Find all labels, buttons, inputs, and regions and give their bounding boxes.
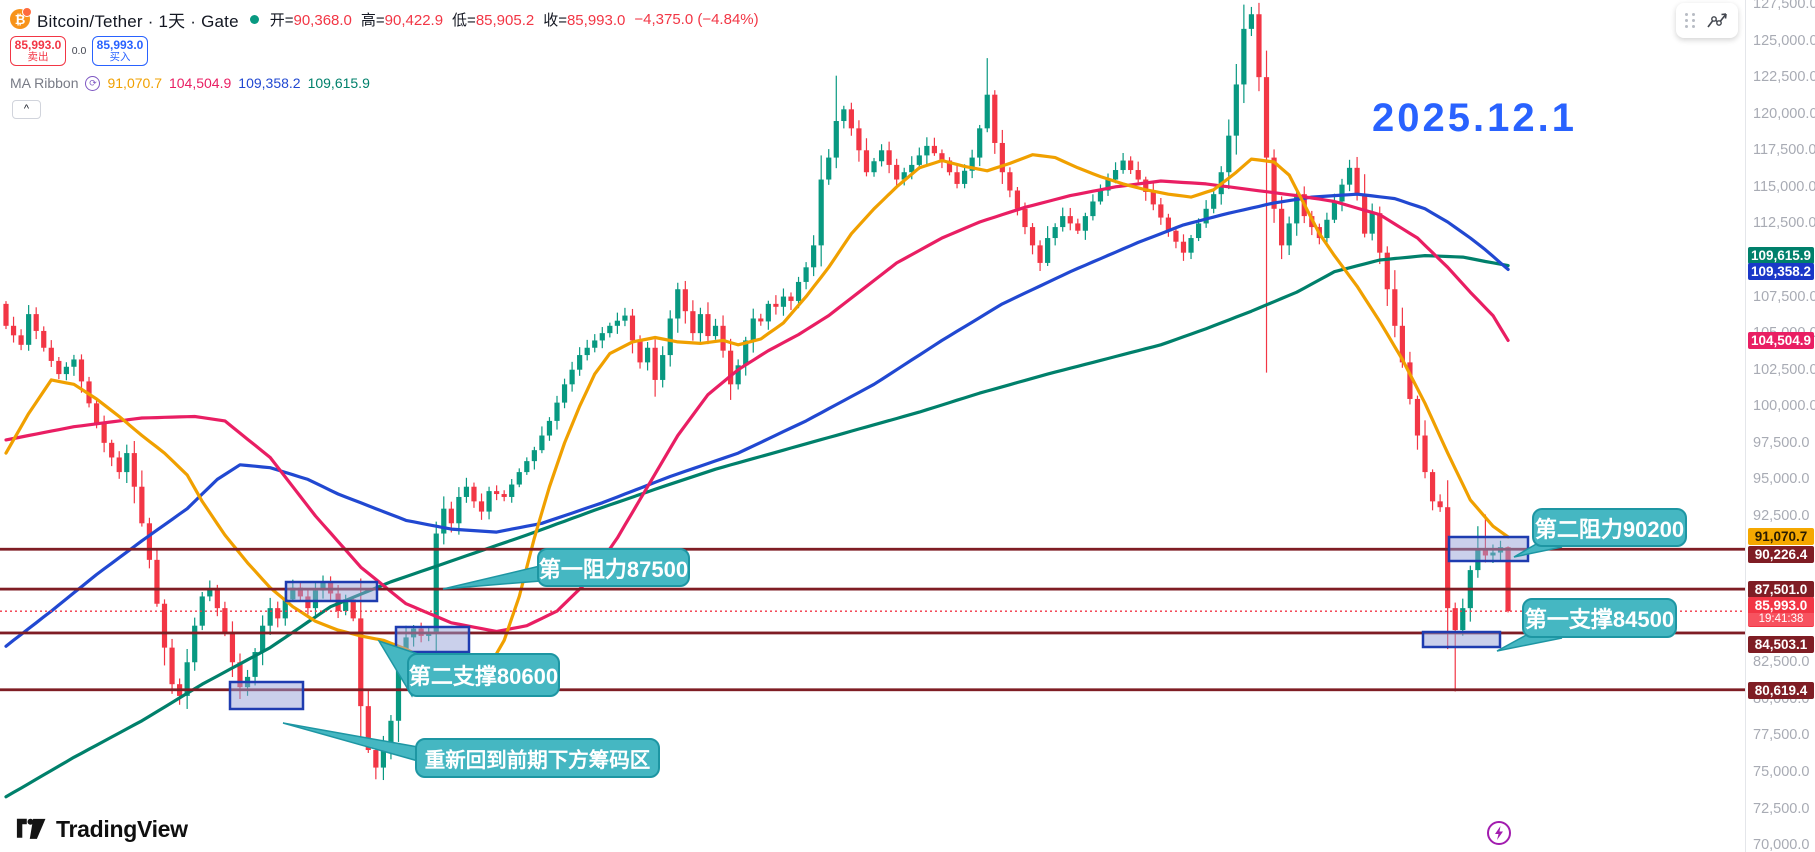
buy-button[interactable]: 85,993.0 买入 — [92, 36, 148, 66]
price-tick: 70,000.0 — [1753, 837, 1810, 852]
price-badge: 90,226.4 — [1748, 546, 1814, 564]
ma-line-3 — [4, 192, 1510, 648]
price-tick: 102,500.0 — [1753, 361, 1815, 378]
price-tick: 100,000.0 — [1753, 398, 1815, 415]
price-tick: 92,500.0 — [1753, 507, 1810, 524]
callout-annotation-5[interactable]: 重新回到前期下方筹码区 — [415, 738, 660, 778]
callout-annotation-2[interactable]: 第二阻力90200 — [1532, 508, 1687, 547]
buy-label: 买入 — [109, 50, 131, 63]
callout-annotation-3[interactable]: 第一支撑84500 — [1522, 598, 1677, 638]
price-tick: 77,500.0 — [1753, 727, 1810, 744]
collapse-pane-button[interactable]: ^ — [12, 100, 41, 119]
price-badge: 80,619.4 — [1748, 681, 1814, 699]
countdown-timer: 19:41:38 — [1748, 613, 1814, 627]
floating-toolbar[interactable] — [1676, 3, 1738, 38]
change-value: −4,375.0 (−4.84%) — [634, 10, 759, 28]
chart-canvas[interactable] — [0, 0, 1745, 852]
price-tick: 95,000.0 — [1753, 471, 1810, 488]
chart-pane[interactable] — [0, 0, 1745, 852]
close-value: 85,993.0 — [566, 11, 626, 29]
price-tick: 115,000.0 — [1753, 178, 1815, 195]
low-value: 85,905.2 — [475, 11, 535, 29]
ma-ribbon-value-1: 91,070.7 — [107, 75, 162, 91]
tradingview-logo-text: TradingView — [56, 816, 188, 842]
price-tick: 125,000.0 — [1753, 32, 1815, 49]
horizontal-level-line[interactable] — [0, 631, 1745, 635]
close-label: 收= — [543, 11, 567, 29]
buy-price: 85,993.0 — [96, 38, 144, 53]
price-tick: 107,500.0 — [1753, 288, 1815, 305]
ma-line-4 — [4, 254, 1510, 799]
rectangle-drawing[interactable] — [1421, 630, 1502, 649]
price-badge: 84,503.1 — [1748, 635, 1814, 653]
ma-line-1 — [4, 153, 1510, 677]
sync-icon[interactable]: ⟳ — [85, 75, 101, 91]
sell-price: 85,993.0 — [14, 38, 62, 53]
open-value: 90,368.0 — [293, 11, 352, 29]
price-tick: 72,500.0 — [1753, 800, 1810, 817]
flash-boost-icon[interactable] — [1486, 820, 1512, 846]
low-label: 低= — [452, 11, 476, 29]
ma-line-2 — [4, 179, 1510, 634]
price-tick: 75,000.0 — [1753, 763, 1810, 780]
rectangle-drawing[interactable] — [394, 625, 471, 654]
horizontal-level-line[interactable] — [0, 547, 1745, 551]
horizontal-level-line[interactable] — [0, 688, 1745, 692]
open-label: 开= — [269, 11, 294, 29]
price-tick: 120,000.0 — [1753, 105, 1815, 122]
high-label: 高= — [360, 11, 385, 29]
spread-value: 0.0 — [71, 45, 87, 57]
callout-tail — [282, 722, 419, 762]
price-tick: 122,500.0 — [1753, 69, 1815, 86]
drag-handle-icon[interactable] — [1685, 13, 1696, 28]
ma-ribbon-legend[interactable]: MA Ribbon ⟳ 91,070.7 104,504.9 109,358.2… — [10, 75, 759, 91]
polyline-tool-icon[interactable] — [1705, 9, 1729, 33]
market-status-dot — [249, 14, 259, 24]
ma-ribbon-label: MA Ribbon — [10, 75, 79, 91]
price-badge: 104,504.9 — [1748, 332, 1814, 350]
tradingview-logo-icon — [16, 818, 46, 839]
callout-tail — [442, 565, 541, 590]
price-tick: 117,500.0 — [1753, 142, 1815, 159]
price-badge: 109,615.9 — [1748, 246, 1814, 264]
price-badge: 85,993.0 19:41:38 — [1748, 597, 1814, 628]
sell-button[interactable]: 85,993.0 卖出 — [10, 36, 66, 66]
tradingview-logo[interactable]: TradingView — [16, 816, 188, 843]
callout-annotation-4[interactable]: 第二支撑80600 — [407, 653, 560, 697]
ma-ribbon-value-2: 104,504.9 — [168, 75, 232, 91]
price-tick: 112,500.0 — [1753, 215, 1815, 232]
rectangle-drawing[interactable] — [228, 680, 305, 711]
ma-ribbon-value-4: 109,615.9 — [307, 75, 370, 91]
candlestick-series — [3, 2, 1511, 781]
price-tick: 82,500.0 — [1753, 654, 1810, 671]
callout-annotation-1[interactable]: 第一阻力87500 — [537, 548, 690, 587]
price-badge: 87,501.0 — [1748, 581, 1814, 599]
ma-ribbon-value-3: 109,358.2 — [238, 75, 301, 91]
symbol-title[interactable]: Bitcoin/Tether · 1天 · Gate — [37, 11, 239, 31]
chart-header: ₿ Bitcoin/Tether · 1天 · Gate 开=90,368.0 … — [10, 7, 759, 91]
rectangle-drawing[interactable] — [1447, 535, 1530, 563]
price-badge: 91,070.7 — [1748, 527, 1814, 545]
price-tick: 127,500.0 — [1753, 0, 1815, 12]
high-value: 90,422.9 — [384, 11, 444, 29]
sell-label: 卖出 — [27, 50, 49, 63]
ohlc-row: 开=90,368.0 高=90,422.9 低=85,905.2 收=85,99… — [270, 9, 759, 30]
rectangle-drawing[interactable] — [284, 580, 379, 603]
horizontal-level-line[interactable] — [0, 587, 1745, 591]
bitcoin-icon: ₿ — [10, 7, 32, 29]
date-annotation[interactable]: 2025.12.1 — [1372, 96, 1577, 140]
price-axis[interactable]: 127,500.0 125,000.0 122,500.0 120,000.0 117,… — [1745, 0, 1815, 852]
price-badge: 109,358.2 — [1748, 263, 1814, 281]
price-tick: 97,500.0 — [1753, 434, 1810, 451]
